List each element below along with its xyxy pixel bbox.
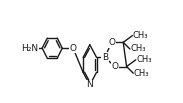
Text: H₂N: H₂N [21, 44, 38, 53]
Text: O: O [111, 62, 118, 71]
Text: O: O [70, 44, 77, 53]
Text: O: O [108, 38, 115, 47]
Text: CH₃: CH₃ [133, 31, 148, 40]
Text: CH₃: CH₃ [136, 55, 152, 64]
Text: CH₃: CH₃ [134, 69, 149, 78]
Text: B: B [102, 53, 108, 62]
Text: N: N [86, 80, 93, 89]
Text: CH₃: CH₃ [130, 44, 146, 53]
